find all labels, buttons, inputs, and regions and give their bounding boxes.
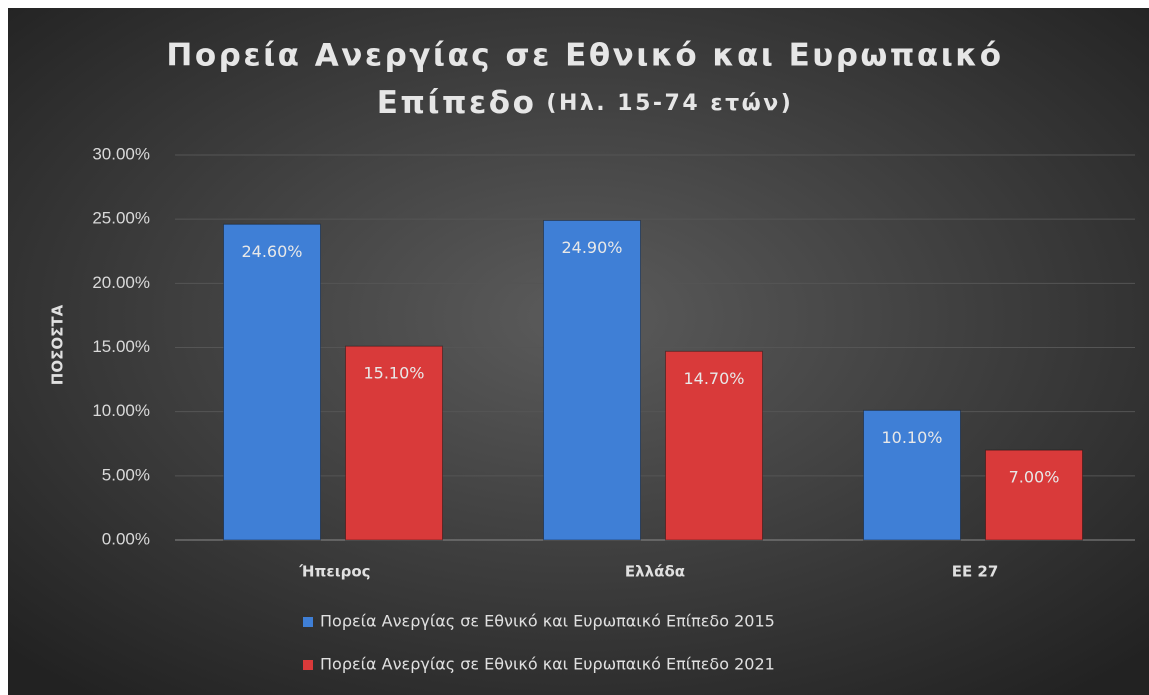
y-tick-label: 20.00% xyxy=(92,273,150,292)
value-label: 24.60% xyxy=(241,242,302,261)
y-tick-label: 10.00% xyxy=(92,401,150,420)
value-label: 10.10% xyxy=(881,428,942,447)
bar xyxy=(345,345,443,541)
y-axis-label: ΠΟΣΟΣΤΑ xyxy=(49,304,67,385)
value-label: 7.00% xyxy=(1009,468,1060,487)
y-tick-label: 0.00% xyxy=(102,529,150,548)
legend-label: Πορεία Ανεργίας σε Εθνικό και Ευρωπαικό … xyxy=(320,612,775,631)
x-tick-label: Ήπειρος xyxy=(298,563,370,581)
legend-marker xyxy=(303,660,313,670)
y-tick-label: 25.00% xyxy=(92,209,150,228)
bar xyxy=(543,219,641,541)
chart-title: Επίπεδο xyxy=(377,85,537,121)
y-tick-label: 5.00% xyxy=(102,465,150,484)
bar xyxy=(665,350,763,541)
chart-subtitle: (Ηλ. 15-74 ετών) xyxy=(546,91,793,116)
value-label: 15.10% xyxy=(363,364,424,383)
y-tick-label: 15.00% xyxy=(92,337,150,356)
y-tick-label: 30.00% xyxy=(92,144,150,163)
x-tick-label: ΕΕ 27 xyxy=(952,563,999,581)
value-label: 24.90% xyxy=(561,238,622,257)
x-tick-label: Ελλάδα xyxy=(625,563,685,581)
legend-marker xyxy=(303,617,313,627)
bar xyxy=(223,223,321,541)
legend-label: Πορεία Ανεργίας σε Εθνικό και Ευρωπαικό … xyxy=(320,655,775,674)
bar xyxy=(985,449,1083,541)
bar xyxy=(863,409,961,541)
chart-title-line2: Επίπεδο (Ηλ. 15-74 ετών) xyxy=(377,85,794,121)
chart-title: Πορεία Ανεργίας σε Εθνικό και Ευρωπαικό xyxy=(166,38,1003,74)
value-label: 14.70% xyxy=(683,369,744,388)
